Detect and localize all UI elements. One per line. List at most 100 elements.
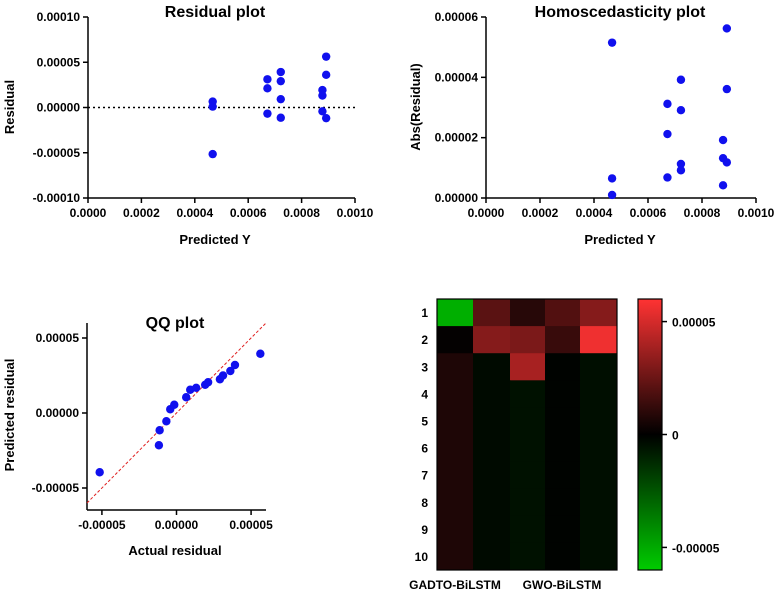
residual-plot-title: Residual plot [165,4,266,21]
heatmap-row-label: 10 [415,550,429,564]
heatmap-cell [545,407,581,435]
heatmap-cell [510,326,546,354]
residual-plot-ylabel: Residual [2,80,17,134]
heatmap-cell [437,488,474,517]
data-point [663,99,672,109]
data-point [676,106,686,115]
data-point [208,149,217,159]
data-point [263,75,272,84]
heatmap-panel: 1 2 3 4 5 6 7 8 9 10 GADTO-BiLSTM GWO-BiLSTM 0.00005… [409,298,720,592]
x-tick-label: 0.0002 [522,206,559,220]
data-point [607,190,617,200]
y-tick-label: 0.00005 [37,55,81,69]
heatmap-cell [437,299,474,327]
heatmap-cell [510,488,546,517]
heatmap-cell [437,326,474,354]
heatmap-cell [437,434,474,463]
data-point [676,166,686,175]
heatmap-cell [580,542,618,571]
heatmap-row-label: 2 [421,333,428,347]
heatmap-cell [580,380,618,408]
heatmap-cell [545,542,581,571]
heatmap-cell [473,380,511,408]
heatmap-cell [580,515,618,544]
data-point [226,366,235,376]
heatmap-cell [545,434,581,463]
data-point [95,468,104,477]
heatmap-cell [473,299,511,327]
x-tick-label: 0.0010 [738,206,775,220]
heatmap-cell [545,380,581,408]
data-point [607,174,617,183]
heatmap-cell [473,488,511,517]
heatmap-cell [580,488,618,517]
y-tick-label: -0.00005 [33,146,81,160]
data-point [263,109,272,118]
residual-plot-panel: Residual plot Predicted Y Residual 0.000… [2,4,374,247]
data-point [276,113,285,122]
data-point [218,371,228,380]
data-point [170,400,179,409]
data-point [318,91,327,100]
heatmap-row-label: 5 [421,414,428,428]
heatmap-cell [437,461,474,490]
x-tick-label: -0.00005 [78,518,126,532]
colorbar-tick-label: 0 [672,429,679,443]
heatmap-cell [580,461,618,490]
data-point [676,159,686,169]
y-tick-label: 0.00004 [435,70,479,84]
heatmap-cell [437,353,474,381]
y-tick-label: 0.00000 [36,406,80,420]
data-point [162,417,171,426]
data-point [230,360,240,370]
data-point [208,102,217,111]
x-tick-label: 0.0006 [630,206,667,220]
heatmap-cell [580,299,618,327]
residual-plot-xlabel: Predicted Y [179,232,251,247]
data-point [203,378,213,387]
data-point [276,67,285,77]
y-tick-label: 0.00006 [435,10,479,24]
heatmap-cell [510,542,546,571]
y-tick-label: 0.00002 [435,131,479,145]
heatmap-border [436,298,618,571]
homoscedasticity-plot-ylabel: Abs(Residual) [408,63,423,150]
heatmap-cell [510,299,546,327]
heatmap-cell [473,515,511,544]
data-point [718,135,728,145]
heatmap-cell [580,407,618,435]
y-tick-label: -0.00010 [33,191,81,205]
data-point [256,349,265,358]
heatmap-cell [473,461,511,490]
heatmap-cell [473,542,511,571]
identity-reference-line [86,322,267,504]
heatmap-cell [510,380,546,408]
x-tick-label: 0.0004 [176,206,213,220]
data-point [154,441,164,450]
heatmap-cell [510,434,546,463]
data-point [321,52,331,61]
homoscedasticity-plot-panel: Homoscedasticity plot Predicted Y Abs(Re… [408,4,775,247]
heatmap-cell [545,299,581,327]
heatmap-cell [510,515,546,544]
data-point [663,129,672,139]
heatmap-cell [580,326,618,354]
x-tick-label: 0.00005 [229,518,273,532]
colorbar-tick-label: 0.00005 [672,316,716,330]
data-point [276,94,285,104]
data-point [318,107,327,116]
data-point [722,24,732,33]
data-point [191,383,201,392]
y-tick-label: 0.00005 [36,331,80,345]
qq-plot-ylabel: Predicted residual [2,359,17,472]
data-point [155,426,164,435]
data-point [321,113,331,123]
data-point [321,70,331,80]
x-tick-label: 0.00000 [155,518,199,532]
data-point [722,84,732,94]
data-point [718,181,728,190]
heatmap-cell [437,407,474,435]
colorbar-tick-label: -0.00005 [672,541,720,555]
heatmap-cell [473,434,511,463]
heatmap-column-label: GWO-BiLSTM [523,578,602,592]
